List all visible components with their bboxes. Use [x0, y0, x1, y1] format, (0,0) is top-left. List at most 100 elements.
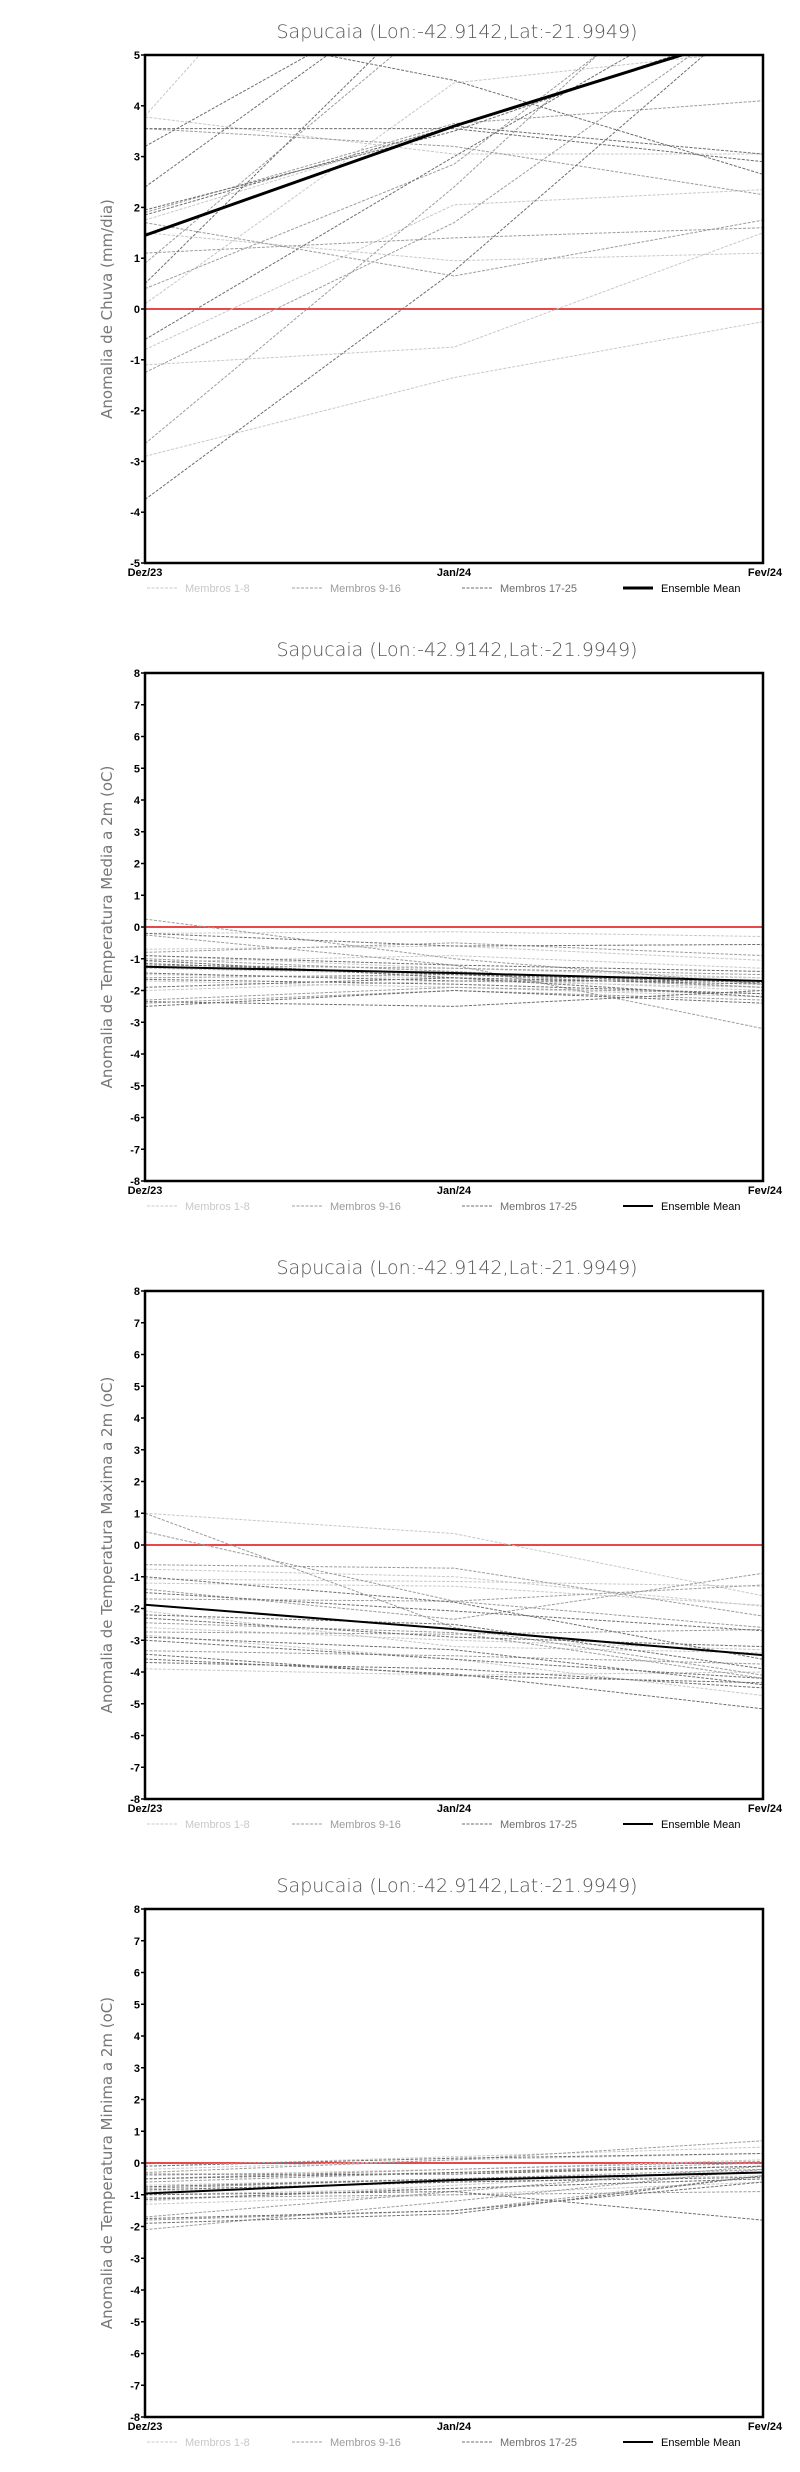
- legend-item-1: Membros 1-8: [147, 2437, 250, 2449]
- chart-title: Sapucaia (Lon:-42.9142,Lat:-21.9949): [277, 639, 638, 661]
- y-tick-label: 6: [134, 732, 140, 744]
- member-line-18: [145, 955, 763, 972]
- chart-panel-4: Sapucaia (Lon:-42.9142,Lat:-21.9949) Anom…: [98, 1875, 783, 2449]
- member-line-12: [145, 974, 763, 988]
- y-tick-label: -6: [130, 2349, 140, 2361]
- member-line-11: [145, 1564, 763, 1617]
- member-line-14: [145, 2175, 763, 2221]
- member-line-22: [145, 2181, 763, 2220]
- x-tick-label: Fev/24: [748, 1185, 783, 1197]
- member-line-4: [145, 1610, 763, 1654]
- member-line-22: [145, 55, 378, 284]
- y-tick-label: -5: [130, 558, 140, 570]
- legend-label: Membros 9-16: [330, 583, 401, 595]
- member-line-23: [145, 55, 705, 500]
- member-line-21: [145, 978, 763, 995]
- member-line-25: [145, 1661, 763, 1689]
- member-line-18: [145, 2165, 763, 2180]
- legend-label: Ensemble Mean: [661, 1201, 741, 1213]
- member-line-3: [145, 955, 763, 969]
- y-tick-label: 4: [134, 101, 141, 113]
- member-line-7: [145, 321, 763, 457]
- legend-label: Membros 9-16: [330, 2437, 401, 2449]
- member-line-11: [145, 964, 763, 976]
- member-line-5: [145, 1634, 763, 1696]
- member-line-10: [145, 2162, 763, 2183]
- legend-label: Ensemble Mean: [661, 583, 741, 595]
- y-tick-label: 5: [134, 1381, 140, 1393]
- member-line-17: [145, 2152, 763, 2167]
- y-tick-label: 6: [134, 1968, 140, 1980]
- member-line-12: [145, 55, 598, 290]
- y-tick-label: -1: [130, 2190, 140, 2202]
- x-tick-label: Jan/24: [437, 1185, 472, 1197]
- x-tick-label: Fev/24: [748, 1803, 783, 1815]
- member-line-6: [145, 1668, 763, 1676]
- y-tick-label: -4: [130, 1667, 141, 1679]
- legend-label: Membros 1-8: [185, 1201, 250, 1213]
- legend-item-1: Membros 1-8: [147, 583, 250, 595]
- legend-label: Membros 1-8: [185, 2437, 250, 2449]
- y-tick-label: 1: [134, 2126, 140, 2138]
- x-tick-label: Dez/23: [128, 1185, 163, 1197]
- member-line-15: [145, 1628, 763, 1635]
- member-line-6: [145, 232, 763, 366]
- ensemble-mean-line: [145, 2171, 763, 2195]
- member-line-2: [145, 945, 763, 961]
- chart-panel-3: Sapucaia (Lon:-42.9142,Lat:-21.9949) Anom…: [98, 1257, 783, 1831]
- member-line-19: [145, 963, 763, 984]
- legend-label: Membros 1-8: [185, 1819, 250, 1831]
- member-line-16: [145, 934, 763, 1030]
- legend-label: Membros 17-25: [500, 1201, 577, 1213]
- y-tick-label: -1: [130, 355, 140, 367]
- y-tick-label: 5: [134, 1999, 140, 2011]
- y-tick-label: -7: [130, 2380, 140, 2392]
- member-line-18: [145, 55, 329, 188]
- y-axis-label: Anomalia de Temperatura Minima a 2m (oC): [98, 1997, 116, 2329]
- member-line-22: [145, 990, 763, 1007]
- member-line-3: [145, 1578, 763, 1587]
- member-line-9: [145, 2140, 763, 2174]
- member-line-7: [145, 2175, 763, 2193]
- member-line-9: [145, 918, 763, 985]
- member-line-12: [145, 1572, 763, 1620]
- x-tick-label: Jan/24: [437, 567, 472, 579]
- plot-area: [145, 55, 763, 500]
- member-line-12: [145, 2191, 763, 2199]
- y-tick-label: 2: [134, 202, 140, 214]
- member-line-4: [145, 55, 721, 305]
- ensemble-mean-line: [145, 1603, 763, 1657]
- member-line-20: [145, 972, 763, 982]
- y-tick-label: -1: [130, 1572, 140, 1584]
- legend-item-3: Membros 17-25: [462, 583, 577, 595]
- y-tick-label: 1: [134, 253, 140, 265]
- y-axis-label: Anomalia de Temperatura Media a 2m (oC): [98, 766, 116, 1089]
- member-line-23: [145, 2191, 763, 2221]
- legend-item-3: Membros 17-25: [462, 2437, 577, 2449]
- y-tick-label: 5: [134, 50, 140, 62]
- member-line-25: [145, 55, 632, 340]
- member-line-7: [145, 980, 763, 991]
- y-tick-label: -6: [130, 1113, 140, 1125]
- member-line-16: [145, 1650, 763, 1665]
- member-line-16: [145, 2160, 763, 2180]
- legend-item-2: Membros 9-16: [292, 2437, 401, 2449]
- member-line-10: [145, 1531, 763, 1629]
- y-tick-label: 8: [134, 1286, 140, 1298]
- x-tick-label: Fev/24: [748, 2421, 783, 2433]
- y-tick-label: 1: [134, 1508, 140, 1520]
- legend-item-3: Membros 17-25: [462, 1201, 577, 1213]
- member-line-18: [145, 1658, 763, 1710]
- member-line-15: [145, 219, 763, 277]
- legend-label: Membros 17-25: [500, 1819, 577, 1831]
- y-tick-label: -3: [130, 1017, 140, 1029]
- member-line-23: [145, 1639, 763, 1679]
- y-tick-label: -7: [130, 1762, 140, 1774]
- x-tick-label: Dez/23: [128, 2421, 163, 2433]
- legend-item-2: Membros 9-16: [292, 583, 401, 595]
- y-axis-label: Anomalia de Temperatura Maxima a 2m (oC): [98, 1377, 116, 1714]
- legend-item-4: Ensemble Mean: [623, 2437, 741, 2449]
- chart-title: Sapucaia (Lon:-42.9142,Lat:-21.9949): [277, 1257, 638, 1279]
- member-line-20: [145, 128, 763, 163]
- chart-title: Sapucaia (Lon:-42.9142,Lat:-21.9949): [277, 21, 638, 43]
